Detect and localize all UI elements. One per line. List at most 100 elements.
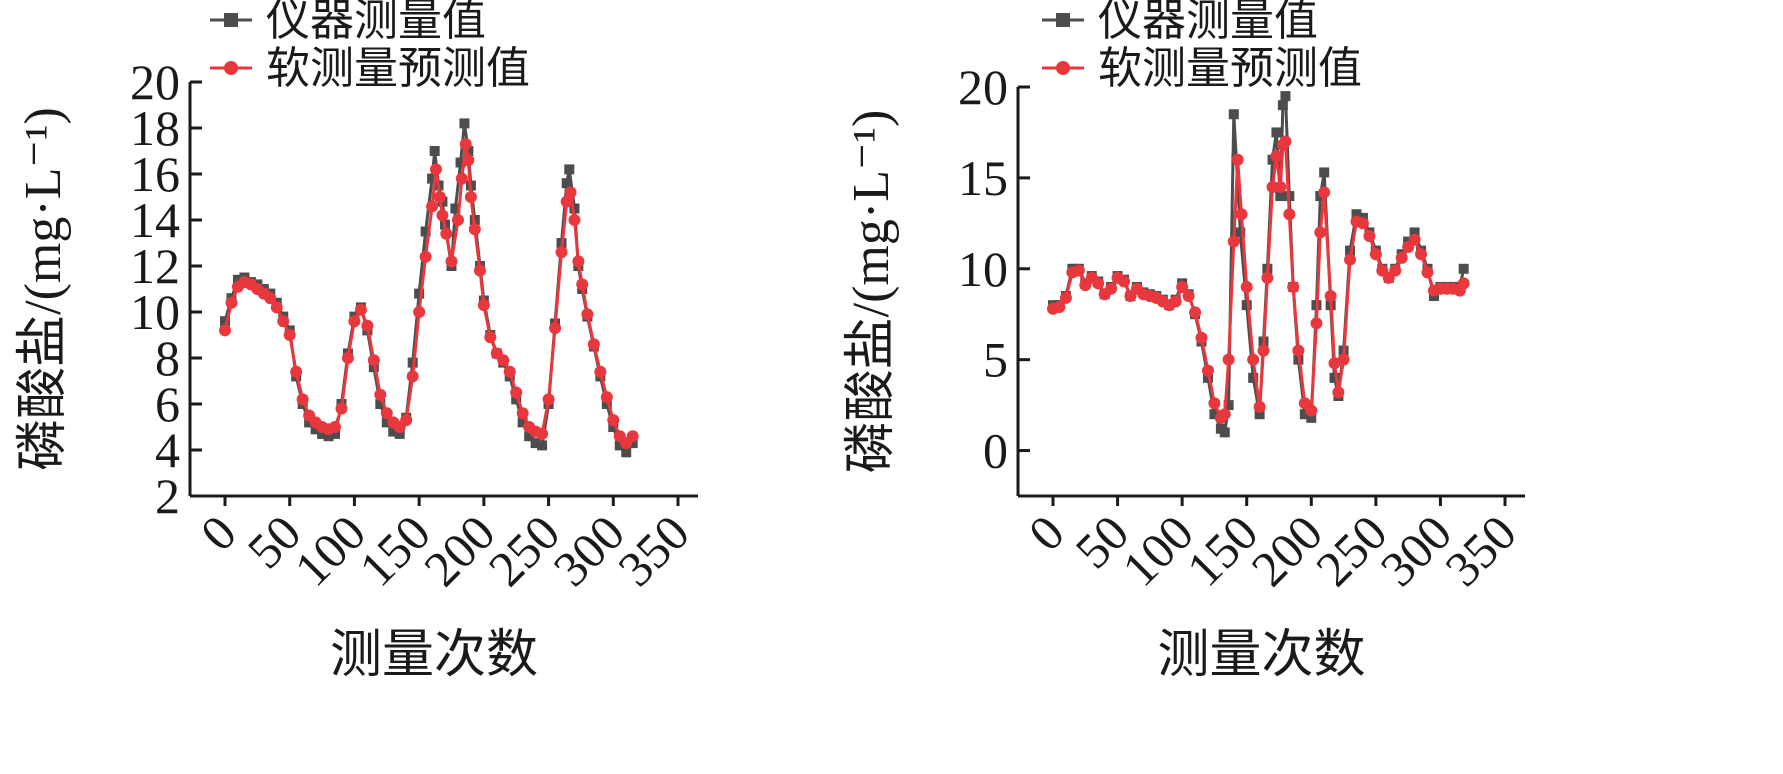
data-point xyxy=(414,288,425,299)
data-point xyxy=(581,308,594,321)
data-point xyxy=(304,417,315,428)
data-point xyxy=(1241,300,1252,311)
data-point xyxy=(561,178,572,189)
data-point xyxy=(1287,280,1300,293)
data-point xyxy=(1222,353,1235,366)
series-1 xyxy=(1048,91,1469,438)
data-point xyxy=(1344,253,1357,266)
data-point xyxy=(220,316,230,327)
data-point xyxy=(455,157,466,168)
legend-label: 仪器测量值 xyxy=(266,0,486,45)
data-point xyxy=(1318,186,1331,199)
data-point xyxy=(549,322,562,335)
y-tick-label: 4 xyxy=(155,422,180,478)
legend-label: 软测量预测值 xyxy=(1098,44,1362,93)
data-point xyxy=(1277,100,1288,111)
y-tick-label: 10 xyxy=(130,284,180,340)
data-point xyxy=(1369,248,1382,261)
data-point xyxy=(542,393,555,406)
legend-item-2: 软测量预测值 xyxy=(1042,44,1362,93)
data-point xyxy=(503,365,516,378)
data-point xyxy=(329,421,342,433)
y-tick-label: 18 xyxy=(130,100,180,156)
data-point xyxy=(1253,400,1266,413)
y-tick-label: 2 xyxy=(155,468,180,524)
data-point xyxy=(1457,277,1470,290)
data-point xyxy=(1261,271,1274,284)
data-point xyxy=(1310,317,1323,330)
data-point xyxy=(1208,397,1221,410)
data-point xyxy=(607,414,620,427)
data-point xyxy=(354,303,367,316)
data-point xyxy=(524,431,535,442)
data-point xyxy=(560,195,573,208)
data-point xyxy=(477,299,490,312)
data-point xyxy=(406,370,419,383)
data-point xyxy=(1280,91,1291,102)
data-point xyxy=(459,138,472,151)
data-point xyxy=(1351,209,1362,220)
data-point xyxy=(1275,191,1286,202)
data-point xyxy=(1356,217,1369,230)
data-point xyxy=(375,399,386,409)
data-point xyxy=(1201,364,1214,377)
data-point xyxy=(464,191,477,203)
data-point xyxy=(1240,280,1253,293)
data-point xyxy=(348,315,361,328)
data-point xyxy=(1408,233,1421,246)
data-point xyxy=(296,393,309,406)
data-point xyxy=(381,417,392,428)
x-axis-title: 测量次数 xyxy=(1157,627,1365,684)
data-point xyxy=(445,255,458,268)
y-tick-label: 5 xyxy=(983,332,1008,388)
data-point xyxy=(530,438,541,449)
data-point xyxy=(1409,227,1420,238)
data-point xyxy=(436,209,449,222)
legend-label: 软测量预测值 xyxy=(266,44,530,93)
data-point xyxy=(1169,295,1182,308)
data-point xyxy=(517,417,528,428)
y-tick-label: 6 xyxy=(155,376,180,432)
data-point xyxy=(1182,290,1195,303)
data-point xyxy=(1235,227,1246,238)
data-point xyxy=(1219,427,1230,438)
legend-marker xyxy=(1056,13,1070,27)
data-point xyxy=(277,315,290,328)
data-point xyxy=(427,173,438,184)
data-point xyxy=(1209,409,1220,420)
data-point xyxy=(462,154,475,167)
data-point xyxy=(361,319,374,332)
data-point xyxy=(497,354,510,367)
data-point xyxy=(429,146,440,156)
series-2 xyxy=(1047,135,1470,424)
data-point xyxy=(330,428,341,439)
x-tick-label: 0 xyxy=(190,504,247,561)
data-point xyxy=(1329,372,1340,383)
y-tick-label: 0 xyxy=(983,423,1008,479)
data-point xyxy=(341,352,354,364)
data-point xyxy=(1332,386,1345,399)
data-point xyxy=(1223,400,1234,411)
legend-marker xyxy=(1056,61,1070,75)
data-point xyxy=(380,407,393,420)
data-point xyxy=(455,172,468,185)
data-point xyxy=(1195,331,1208,344)
data-point xyxy=(394,428,405,439)
series-line xyxy=(1053,95,1466,436)
y-tick-label: 10 xyxy=(958,241,1008,297)
data-point xyxy=(510,386,523,399)
data-point xyxy=(270,301,283,314)
data-point xyxy=(1292,344,1305,357)
data-point xyxy=(608,422,619,432)
x-tick-label: 350 xyxy=(607,504,700,597)
data-point xyxy=(1421,266,1434,279)
data-point xyxy=(1248,372,1259,383)
data-point xyxy=(283,329,296,341)
data-point xyxy=(1176,280,1189,293)
data-point xyxy=(572,255,585,268)
data-point xyxy=(1395,251,1408,264)
data-point xyxy=(420,226,431,237)
data-point xyxy=(569,203,580,214)
data-point xyxy=(587,338,600,351)
data-point xyxy=(323,431,334,442)
